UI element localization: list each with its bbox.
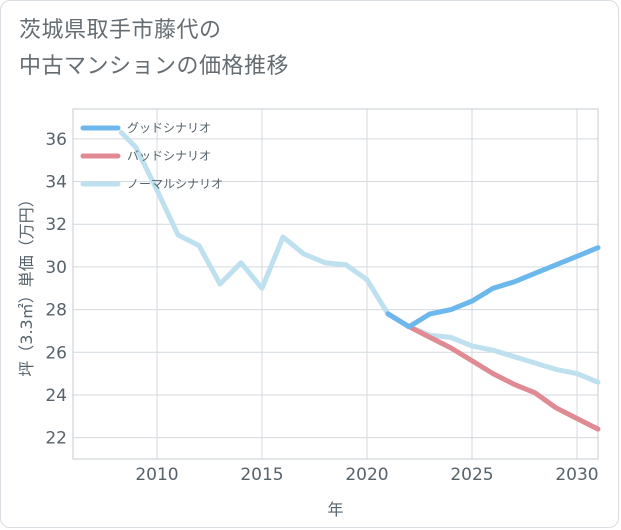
- tick-labels: 2010 2015 2020 2025 2030 22 24 26 28 30 32 34 36: [45, 130, 598, 485]
- x-tick-label: 2030: [555, 465, 598, 485]
- y-tick-label: 26: [45, 343, 67, 363]
- chart-title-line-2: 中古マンションの価格推移: [19, 54, 290, 79]
- y-tick-label: 28: [45, 301, 67, 321]
- y-tick-label: 24: [45, 386, 67, 406]
- legend-label: ノーマルシナリオ: [127, 177, 223, 191]
- x-tick-label: 2015: [240, 465, 283, 485]
- x-tick-label: 2025: [450, 465, 493, 485]
- y-tick-label: 30: [45, 258, 67, 278]
- legend-label: バッドシナリオ: [127, 149, 211, 163]
- y-tick-label: 32: [45, 215, 67, 235]
- y-tick-label: 36: [45, 130, 67, 150]
- series-line-0: [385, 245, 601, 330]
- y-tick-label: 22: [45, 429, 67, 449]
- grid-lines: [73, 109, 598, 459]
- y-tick-label: 34: [45, 173, 67, 193]
- legend-label: グッドシナリオ: [127, 121, 211, 135]
- x-tick-label: 2020: [345, 465, 388, 485]
- x-axis-label: 年: [327, 500, 343, 519]
- series-line-2: [118, 130, 601, 385]
- chart-title-line-1: 茨城県取手市藤代の: [19, 18, 222, 43]
- series-lines: [118, 130, 601, 432]
- x-tick-label: 2010: [135, 465, 178, 485]
- chart-title: 茨城県取手市藤代の 中古マンションの価格推移: [19, 13, 289, 85]
- plot-frame: [72, 108, 599, 460]
- series-line-1: [385, 311, 601, 432]
- y-axis-label: 坪（3.3㎡）単価（万円）: [17, 191, 36, 376]
